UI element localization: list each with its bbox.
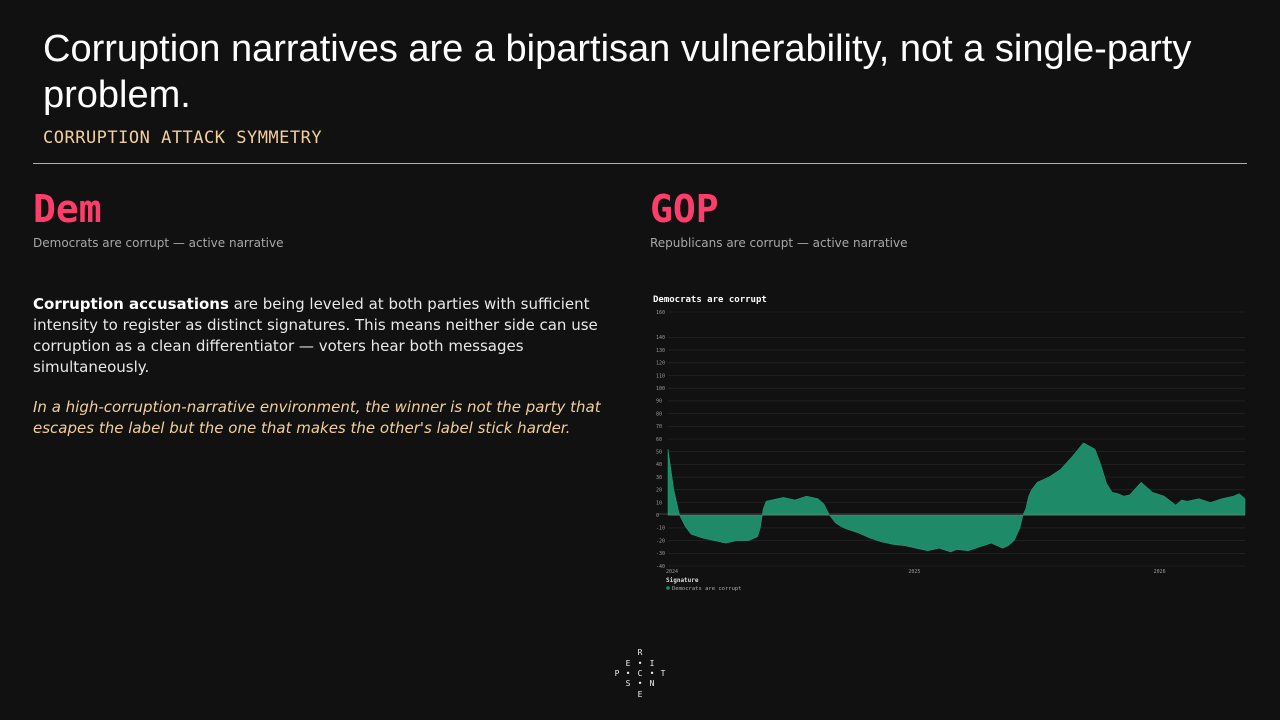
y-tick-label: -20 bbox=[656, 538, 665, 544]
dem-label: Dem bbox=[33, 187, 102, 231]
y-tick-label: 0 bbox=[656, 513, 659, 519]
gop-description: Republicans are corrupt — active narrati… bbox=[650, 236, 908, 250]
y-tick-label: 40 bbox=[656, 462, 662, 468]
chart-container: Democrats are corrupt -40 -30 -20 -10 0 10 20 3… bbox=[648, 290, 1258, 600]
y-tick-label: 110 bbox=[656, 373, 665, 379]
y-tick-label: 80 bbox=[656, 411, 662, 417]
y-tick-label: 30 bbox=[656, 475, 662, 481]
logo-dot: • bbox=[625, 669, 631, 678]
x-tick-label: 2024 bbox=[666, 569, 678, 575]
y-tick-label: 140 bbox=[656, 335, 665, 341]
dem-description: Democrats are corrupt — active narrative bbox=[33, 236, 284, 250]
logo-letter: I bbox=[649, 659, 655, 668]
gop-label: GOP bbox=[650, 187, 719, 231]
slide-subtitle: CORRUPTION ATTACK SYMMETRY bbox=[43, 128, 323, 148]
legend-title: Signature bbox=[666, 577, 699, 584]
y-tick-label: 20 bbox=[656, 488, 662, 494]
series-area-democrats-are-corrupt bbox=[667, 442, 1246, 553]
y-tick-label: -30 bbox=[656, 551, 665, 557]
logo-dot: • bbox=[637, 679, 643, 688]
x-axis-ticks: 2024 2025 2026 bbox=[666, 569, 1166, 575]
logo-dot: • bbox=[637, 659, 643, 668]
corruption-area-chart: Democrats are corrupt -40 -30 -20 -10 0 10 20 3… bbox=[653, 295, 1246, 592]
logo-letter: E bbox=[637, 690, 643, 699]
logo-dot: • bbox=[649, 669, 655, 678]
y-tick-label: 120 bbox=[656, 361, 665, 367]
y-tick-label: 130 bbox=[656, 348, 665, 354]
slide-title: Corruption narratives are a bipartisan v… bbox=[43, 28, 1192, 116]
body-bold-lead: Corruption accusations bbox=[33, 295, 229, 313]
chart-title: Democrats are corrupt bbox=[653, 295, 767, 305]
y-axis-ticks: -40 -30 -20 -10 0 10 20 30 40 50 60 70 80 90 100 110 120… bbox=[656, 310, 665, 570]
y-tick-label: 10 bbox=[656, 500, 662, 506]
body-rest: are being leveled at both parties with s… bbox=[33, 295, 598, 376]
series-layer bbox=[667, 442, 1246, 553]
logo-letter: E bbox=[625, 659, 631, 668]
logo-letter: S bbox=[625, 679, 631, 688]
logo-letter: P bbox=[614, 669, 620, 678]
y-tick-label: 90 bbox=[656, 399, 662, 405]
legend-entry: Democrats are corrupt bbox=[672, 586, 742, 592]
x-tick-label: 2025 bbox=[908, 569, 920, 575]
italic-note: In a high-corruption-narrative environme… bbox=[33, 398, 601, 437]
y-tick-label: 50 bbox=[656, 450, 662, 456]
x-tick-label: 2026 bbox=[1154, 569, 1166, 575]
body-paragraph: Corruption accusations are being leveled… bbox=[33, 294, 623, 378]
legend-swatch bbox=[666, 586, 670, 590]
logo-letter: C bbox=[637, 669, 643, 678]
logo-letter: R bbox=[637, 648, 643, 657]
y-tick-label: 100 bbox=[656, 386, 665, 392]
logo-letter: N bbox=[649, 679, 655, 688]
y-tick-label: 160 bbox=[656, 310, 665, 316]
logo-letter: T bbox=[660, 669, 666, 678]
y-tick-label: -10 bbox=[656, 526, 665, 532]
header-divider bbox=[33, 163, 1247, 164]
y-tick-label: -40 bbox=[656, 564, 665, 570]
brand-logo: R E • I P • C • T S • N E bbox=[608, 646, 672, 702]
y-tick-label: 70 bbox=[656, 424, 662, 430]
y-tick-label: 60 bbox=[656, 437, 662, 443]
